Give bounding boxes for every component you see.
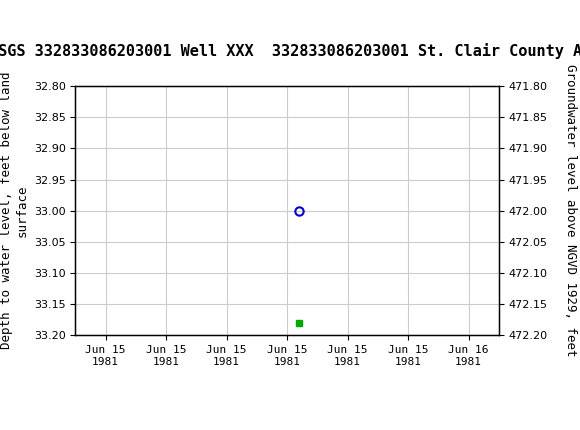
Y-axis label: Depth to water level, feet below land
surface: Depth to water level, feet below land su… — [0, 72, 28, 350]
Text: USGS 332833086203001 Well XXX  332833086203001 St. Clair County Al: USGS 332833086203001 Well XXX 3328330862… — [0, 43, 580, 59]
Text: ≡USGS: ≡USGS — [6, 10, 82, 29]
Y-axis label: Groundwater level above NGVD 1929, feet: Groundwater level above NGVD 1929, feet — [564, 64, 577, 357]
